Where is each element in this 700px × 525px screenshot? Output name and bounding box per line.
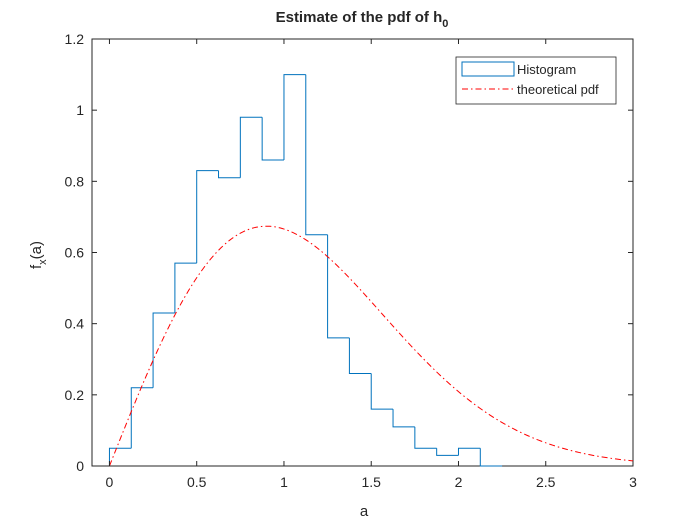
y-tick-label: 0.4 xyxy=(65,316,85,332)
x-axis-label: a xyxy=(360,503,369,520)
histogram-layer xyxy=(108,74,503,467)
histogram-bin xyxy=(479,448,503,467)
histogram-bin xyxy=(283,74,306,160)
y-axis-label-subscript: x xyxy=(37,259,49,265)
y-tick-label: 0.8 xyxy=(65,173,85,189)
histogram-bin xyxy=(414,426,437,449)
theoretical-pdf-layer xyxy=(108,225,634,467)
histogram-bin xyxy=(305,74,328,236)
histogram-bin xyxy=(152,312,175,388)
x-axis-ticks: 0 0.5 1 1.5 2 2.5 3 xyxy=(106,39,637,490)
y-axis-ticks: 0 0.2 0.4 0.6 0.8 1 1.2 xyxy=(65,31,633,474)
y-axis-label: fx(a) xyxy=(28,241,49,269)
histogram-bin xyxy=(457,447,481,456)
y-axis-label-suffix: (a) xyxy=(28,241,45,259)
y-tick-label: 0 xyxy=(76,458,84,474)
legend-histogram-swatch xyxy=(461,61,515,77)
histogram-bin xyxy=(348,337,372,374)
axes-box xyxy=(91,38,634,467)
y-tick-label: 0.2 xyxy=(65,387,85,403)
histogram-bin xyxy=(130,387,154,449)
y-tick-label: 1.2 xyxy=(65,31,85,47)
y-tick-label: 0.6 xyxy=(65,245,85,261)
x-tick-label: 0.5 xyxy=(187,474,207,490)
legend: Histogram theoretical pdf xyxy=(455,56,617,105)
x-tick-label: 0 xyxy=(106,474,114,490)
x-tick-label: 1 xyxy=(280,474,288,490)
histogram-bin xyxy=(196,170,219,264)
histogram-bin xyxy=(392,409,415,428)
histogram-bin xyxy=(436,448,459,456)
y-tick-label: 1 xyxy=(76,102,84,118)
x-tick-label: 3 xyxy=(629,474,637,490)
histogram-bin xyxy=(108,447,132,466)
histogram-bin xyxy=(261,117,284,161)
theoretical-pdf-line xyxy=(108,225,634,467)
histogram-bin xyxy=(218,170,241,179)
chart-title-text: Estimate of the pdf of h xyxy=(276,9,443,26)
legend-pdf-label: theoretical pdf xyxy=(517,82,599,97)
histogram-bin xyxy=(239,116,263,178)
legend-histogram-label: Histogram xyxy=(517,62,576,77)
chart-title: Estimate of the pdf of h0 xyxy=(276,9,449,30)
chart-title-subscript: 0 xyxy=(442,18,448,30)
y-axis-label-main: f xyxy=(28,264,45,269)
x-tick-label: 1.5 xyxy=(361,474,381,490)
histogram-bin xyxy=(327,234,350,339)
legend-box xyxy=(455,56,617,105)
x-tick-label: 2.5 xyxy=(536,474,556,490)
x-tick-label: 2 xyxy=(455,474,463,490)
histogram-bin xyxy=(174,262,197,313)
plot-area: 0 0.5 1 1.5 2 2.5 3 0 0.2 0.4 0.6 0.8 1 1.2 xyxy=(65,31,638,490)
histogram-bin xyxy=(370,373,394,410)
